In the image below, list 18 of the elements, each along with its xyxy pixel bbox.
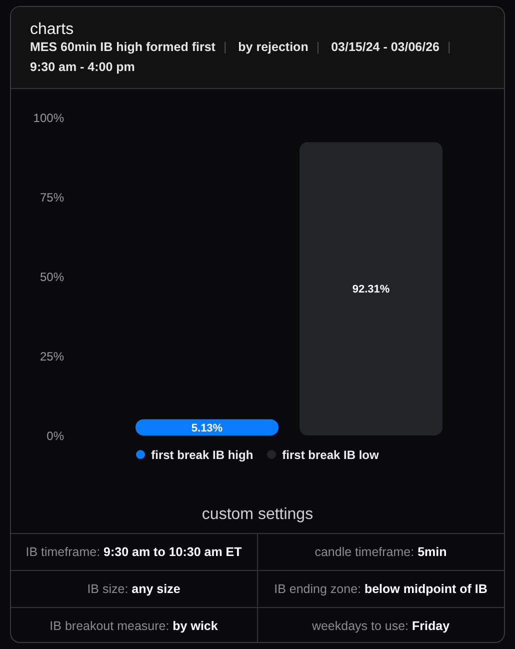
legend-label: first break IB high bbox=[151, 448, 254, 462]
legend-label: first break IB low bbox=[282, 448, 379, 462]
text: IB breakout measure: by wick bbox=[50, 619, 218, 633]
text: custom settings bbox=[202, 506, 314, 523]
data-label: 92.31% bbox=[352, 284, 390, 296]
chart-title: charts bbox=[30, 21, 74, 38]
text: IB size: any size bbox=[87, 582, 180, 596]
text: IB ending zone: below midpoint of IB bbox=[274, 582, 488, 596]
y-tick-label: 25% bbox=[40, 349, 64, 364]
text: IB timeframe: 9:30 am to 10:30 am ET bbox=[26, 545, 242, 559]
y-tick-label: 50% bbox=[40, 270, 64, 284]
data-label: 5.13% bbox=[191, 422, 223, 434]
text: MES 60min IB high formed first | by rejection | 03/15/24 - 03/06/26 | 9:30 am - 4:00 pm bbox=[30, 40, 451, 74]
text: candle timeframe: 5min bbox=[314, 545, 447, 559]
text: weekdays to use: Friday bbox=[312, 619, 450, 633]
y-tick-label: 100% bbox=[33, 110, 64, 125]
y-tick-label: 75% bbox=[40, 190, 64, 204]
y-tick-label: 0% bbox=[46, 428, 64, 443]
